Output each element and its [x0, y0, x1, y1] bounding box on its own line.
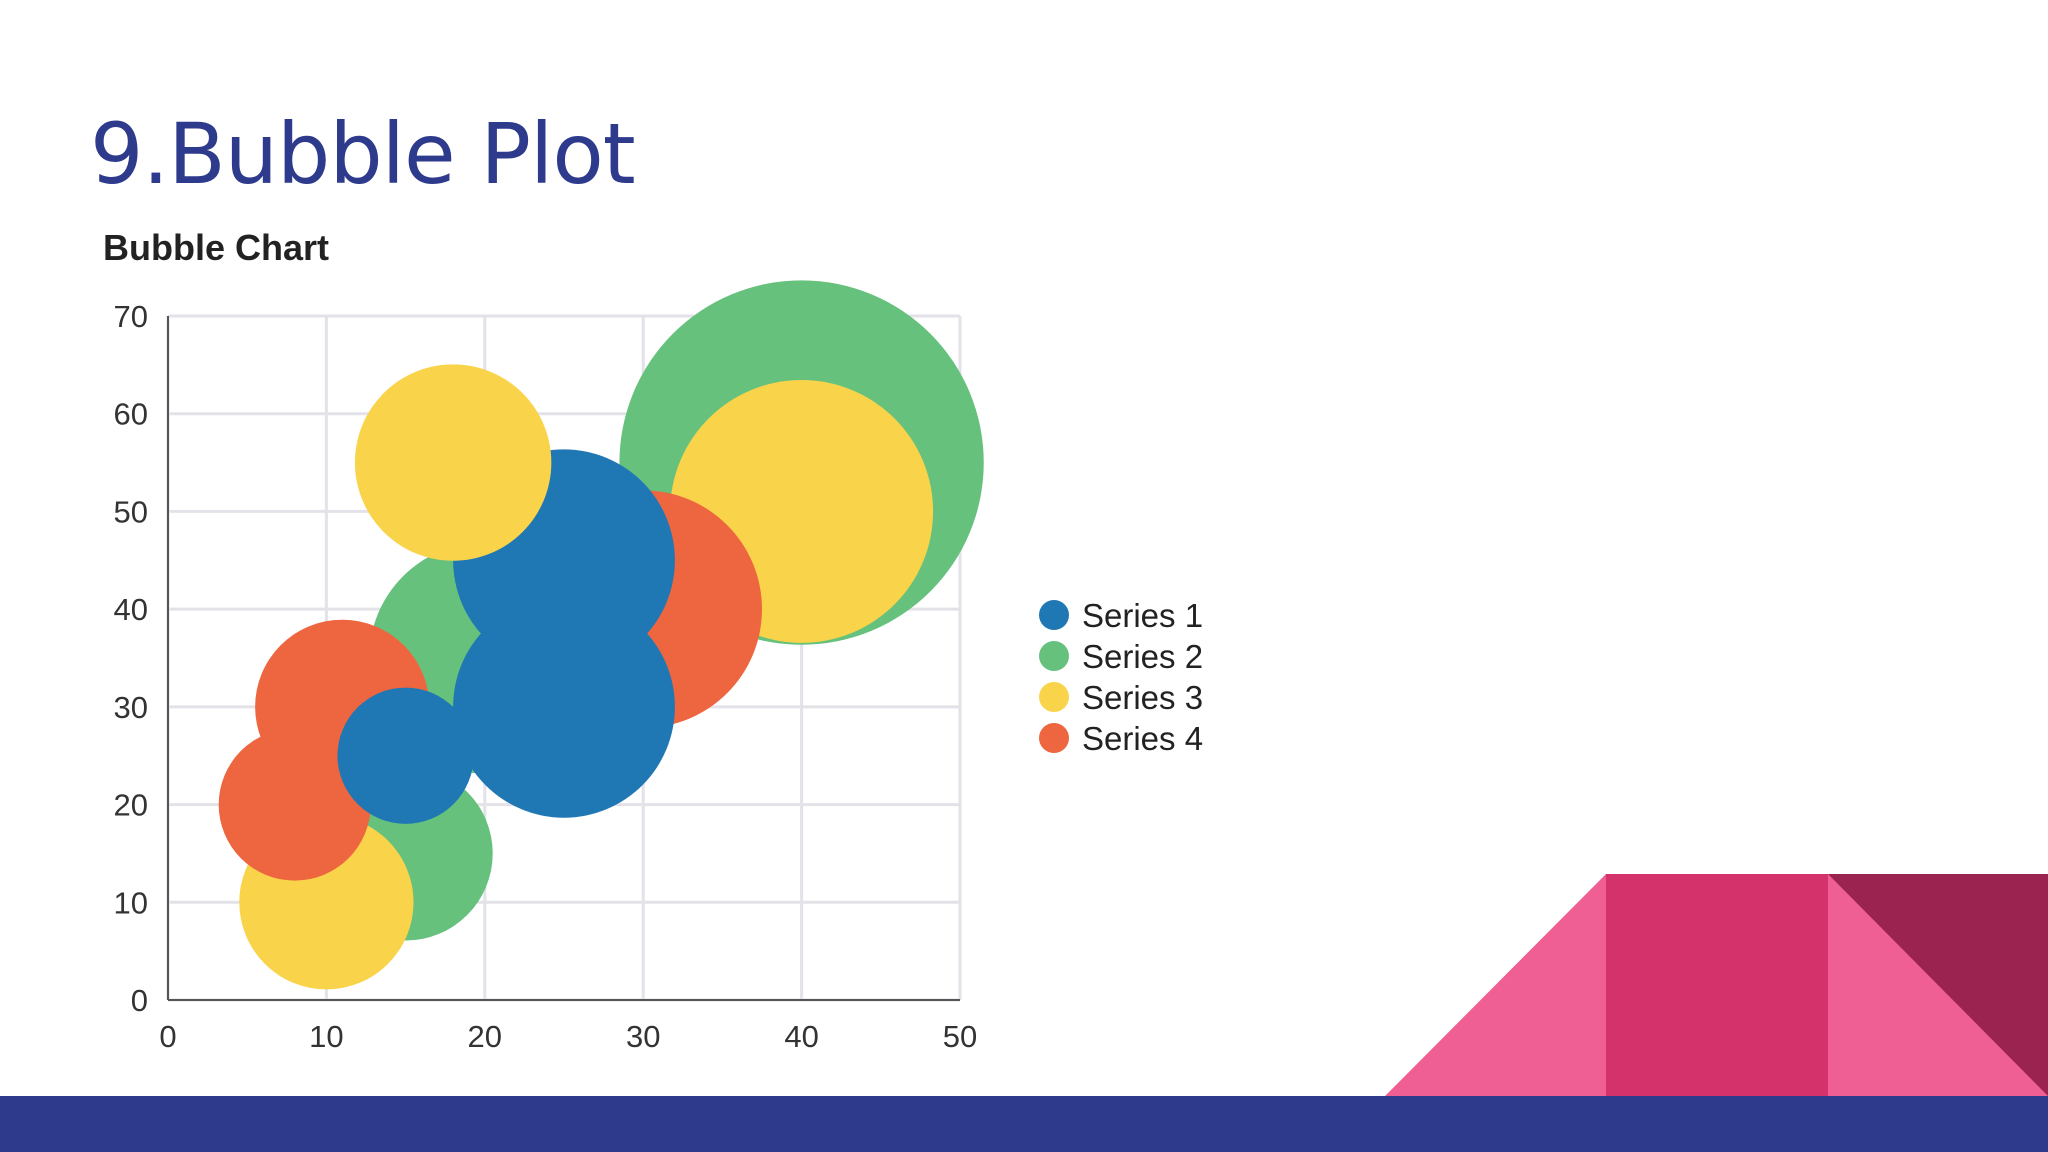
x-tick-label: 50: [943, 1019, 977, 1054]
legend-marker: [1039, 723, 1069, 753]
legend-item: Series 1: [1039, 597, 1203, 634]
legend: Series 1 Series 2 Series 3 Series 4: [1039, 597, 1203, 757]
slide-title: 9.Bubble Plot: [90, 105, 636, 203]
legend-item: Series 4: [1039, 720, 1203, 757]
y-tick-label: 50: [114, 494, 148, 529]
legend-marker: [1039, 682, 1069, 712]
y-tick-label: 40: [114, 592, 148, 627]
chart-title: Bubble Chart: [103, 227, 329, 268]
legend-label: Series 1: [1082, 597, 1203, 634]
axes: 0 10 20 30 40 50 0 10 20 30 40 50 60 70: [114, 299, 978, 1054]
y-tick-label: 30: [114, 690, 148, 725]
y-tick-label: 0: [131, 983, 148, 1018]
bottom-bar: [0, 1096, 2048, 1152]
legend-marker: [1039, 600, 1069, 630]
y-tick-label: 70: [114, 299, 148, 334]
bubble-series-4: [218, 728, 371, 881]
bubble-series-1: [337, 687, 474, 824]
x-tick-label: 10: [309, 1019, 343, 1054]
legend-label: Series 2: [1082, 638, 1203, 675]
x-tick-label: 20: [468, 1019, 502, 1054]
y-tick-label: 10: [114, 885, 148, 920]
x-tick-label: 0: [159, 1019, 176, 1054]
y-tick-label: 20: [114, 788, 148, 823]
bubbles: [218, 280, 984, 990]
y-tick-label: 60: [114, 397, 148, 432]
bubble-series-3: [354, 364, 552, 561]
bubble-series-1: [453, 595, 675, 818]
legend-item: Series 3: [1039, 679, 1203, 716]
x-tick-label: 40: [784, 1019, 818, 1054]
legend-item: Series 2: [1039, 638, 1203, 675]
x-tick-label: 30: [626, 1019, 660, 1054]
bubble-chart: Bubble Chart 0 10 20 30 40 50010203040506070 …: [103, 227, 1203, 1054]
legend-label: Series 4: [1082, 720, 1203, 757]
legend-marker: [1039, 641, 1069, 671]
legend-label: Series 3: [1082, 679, 1203, 716]
